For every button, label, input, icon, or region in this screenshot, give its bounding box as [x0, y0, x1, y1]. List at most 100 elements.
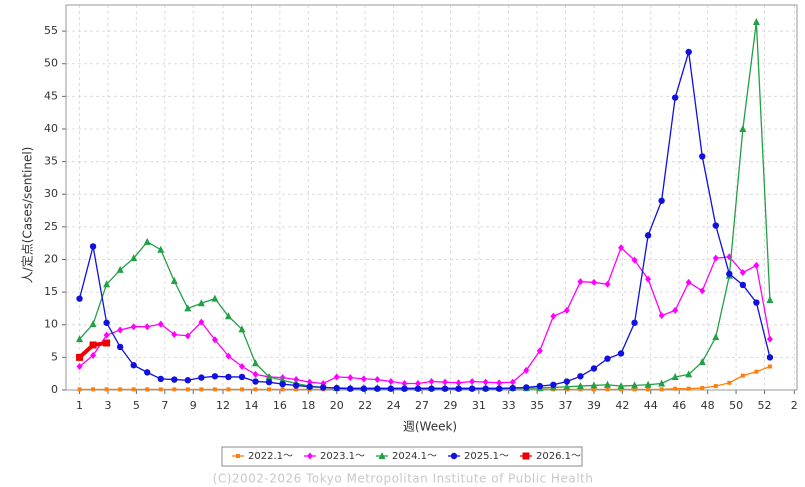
data-point — [455, 385, 462, 392]
data-point — [509, 384, 516, 392]
data-point — [699, 153, 706, 160]
data-point — [455, 379, 462, 387]
data-point — [333, 373, 340, 381]
data-point — [619, 387, 624, 392]
data-point — [267, 387, 272, 392]
data-point — [550, 381, 557, 388]
data-point — [170, 277, 178, 285]
data-point — [442, 378, 449, 386]
data-point — [360, 385, 368, 392]
x-tick-label: 33 — [502, 399, 516, 412]
data-point — [347, 374, 354, 382]
legend-label: 2022.1～ — [248, 451, 293, 462]
data-point — [103, 331, 110, 339]
x-tick-label: 16 — [273, 399, 287, 412]
x-tick-label: 7 — [161, 399, 168, 412]
data-point — [76, 363, 83, 371]
data-point — [212, 387, 217, 392]
data-point — [239, 387, 244, 392]
data-point — [90, 351, 97, 359]
data-point — [631, 256, 638, 264]
data-point — [158, 387, 163, 392]
data-point — [211, 336, 218, 344]
data-point — [523, 366, 530, 374]
data-point — [130, 254, 138, 262]
data-point — [752, 17, 760, 25]
data-point — [280, 387, 285, 392]
data-point — [536, 382, 543, 390]
data-point — [618, 244, 625, 252]
data-point — [144, 369, 151, 376]
data-point — [238, 363, 245, 371]
data-point — [157, 320, 164, 328]
legend-marker — [236, 454, 240, 458]
data-point — [550, 312, 557, 320]
data-point — [632, 387, 637, 392]
data-point — [727, 380, 732, 385]
data-point — [130, 323, 137, 331]
data-point — [617, 350, 625, 357]
data-point — [658, 197, 665, 204]
data-point — [347, 385, 354, 392]
data-point — [103, 319, 110, 326]
data-point — [523, 384, 530, 391]
data-point — [644, 232, 652, 239]
x-tick-label: 24 — [387, 399, 401, 412]
data-point — [252, 378, 259, 385]
data-point — [617, 382, 625, 390]
data-point — [631, 381, 639, 389]
x-tick-label: 5 — [133, 399, 140, 412]
data-point — [211, 294, 219, 302]
legend-label: 2023.1～ — [320, 451, 365, 462]
data-point — [685, 48, 692, 56]
data-point — [184, 304, 192, 312]
legend-label: 2024.1～ — [392, 451, 437, 462]
data-point — [387, 378, 394, 386]
data-point — [320, 384, 327, 391]
data-point — [603, 380, 611, 388]
data-point — [739, 124, 747, 132]
legend-label: 2025.1～ — [464, 451, 509, 462]
data-point — [563, 378, 571, 385]
data-point — [89, 243, 97, 250]
data-point — [578, 387, 583, 392]
data-point — [699, 287, 706, 295]
data-point — [698, 357, 706, 365]
data-point — [197, 299, 205, 307]
data-point — [604, 280, 611, 288]
data-point — [77, 387, 82, 392]
data-point — [118, 387, 123, 392]
data-point — [387, 385, 395, 392]
x-tick-label: 29 — [443, 399, 457, 412]
data-point — [131, 387, 136, 392]
data-point — [292, 382, 300, 389]
data-point — [252, 370, 259, 378]
y-tick-label: 25 — [44, 220, 58, 233]
y-tick-label: 20 — [44, 252, 58, 265]
data-point — [468, 385, 476, 392]
x-tick-label: 22 — [358, 399, 372, 412]
plot-frame — [65, 4, 798, 391]
data-point — [333, 384, 340, 392]
data-point — [116, 343, 124, 351]
data-point — [576, 382, 584, 390]
data-point — [211, 373, 219, 380]
data-point — [184, 377, 192, 384]
data-point — [172, 387, 177, 392]
data-point — [645, 275, 652, 283]
data-point — [117, 326, 124, 334]
x-tick-label: 1 — [76, 399, 83, 412]
data-point — [225, 373, 232, 381]
data-point — [659, 387, 664, 392]
x-tick-label: 39 — [587, 399, 601, 412]
y-tick-label: 45 — [44, 89, 58, 102]
data-point — [685, 278, 692, 286]
x-tick-label: 37 — [559, 399, 573, 412]
data-point — [766, 354, 774, 361]
data-point — [726, 270, 733, 278]
data-point — [536, 347, 543, 355]
data-point — [116, 265, 124, 273]
data-point — [563, 306, 570, 314]
data-point — [306, 383, 313, 390]
